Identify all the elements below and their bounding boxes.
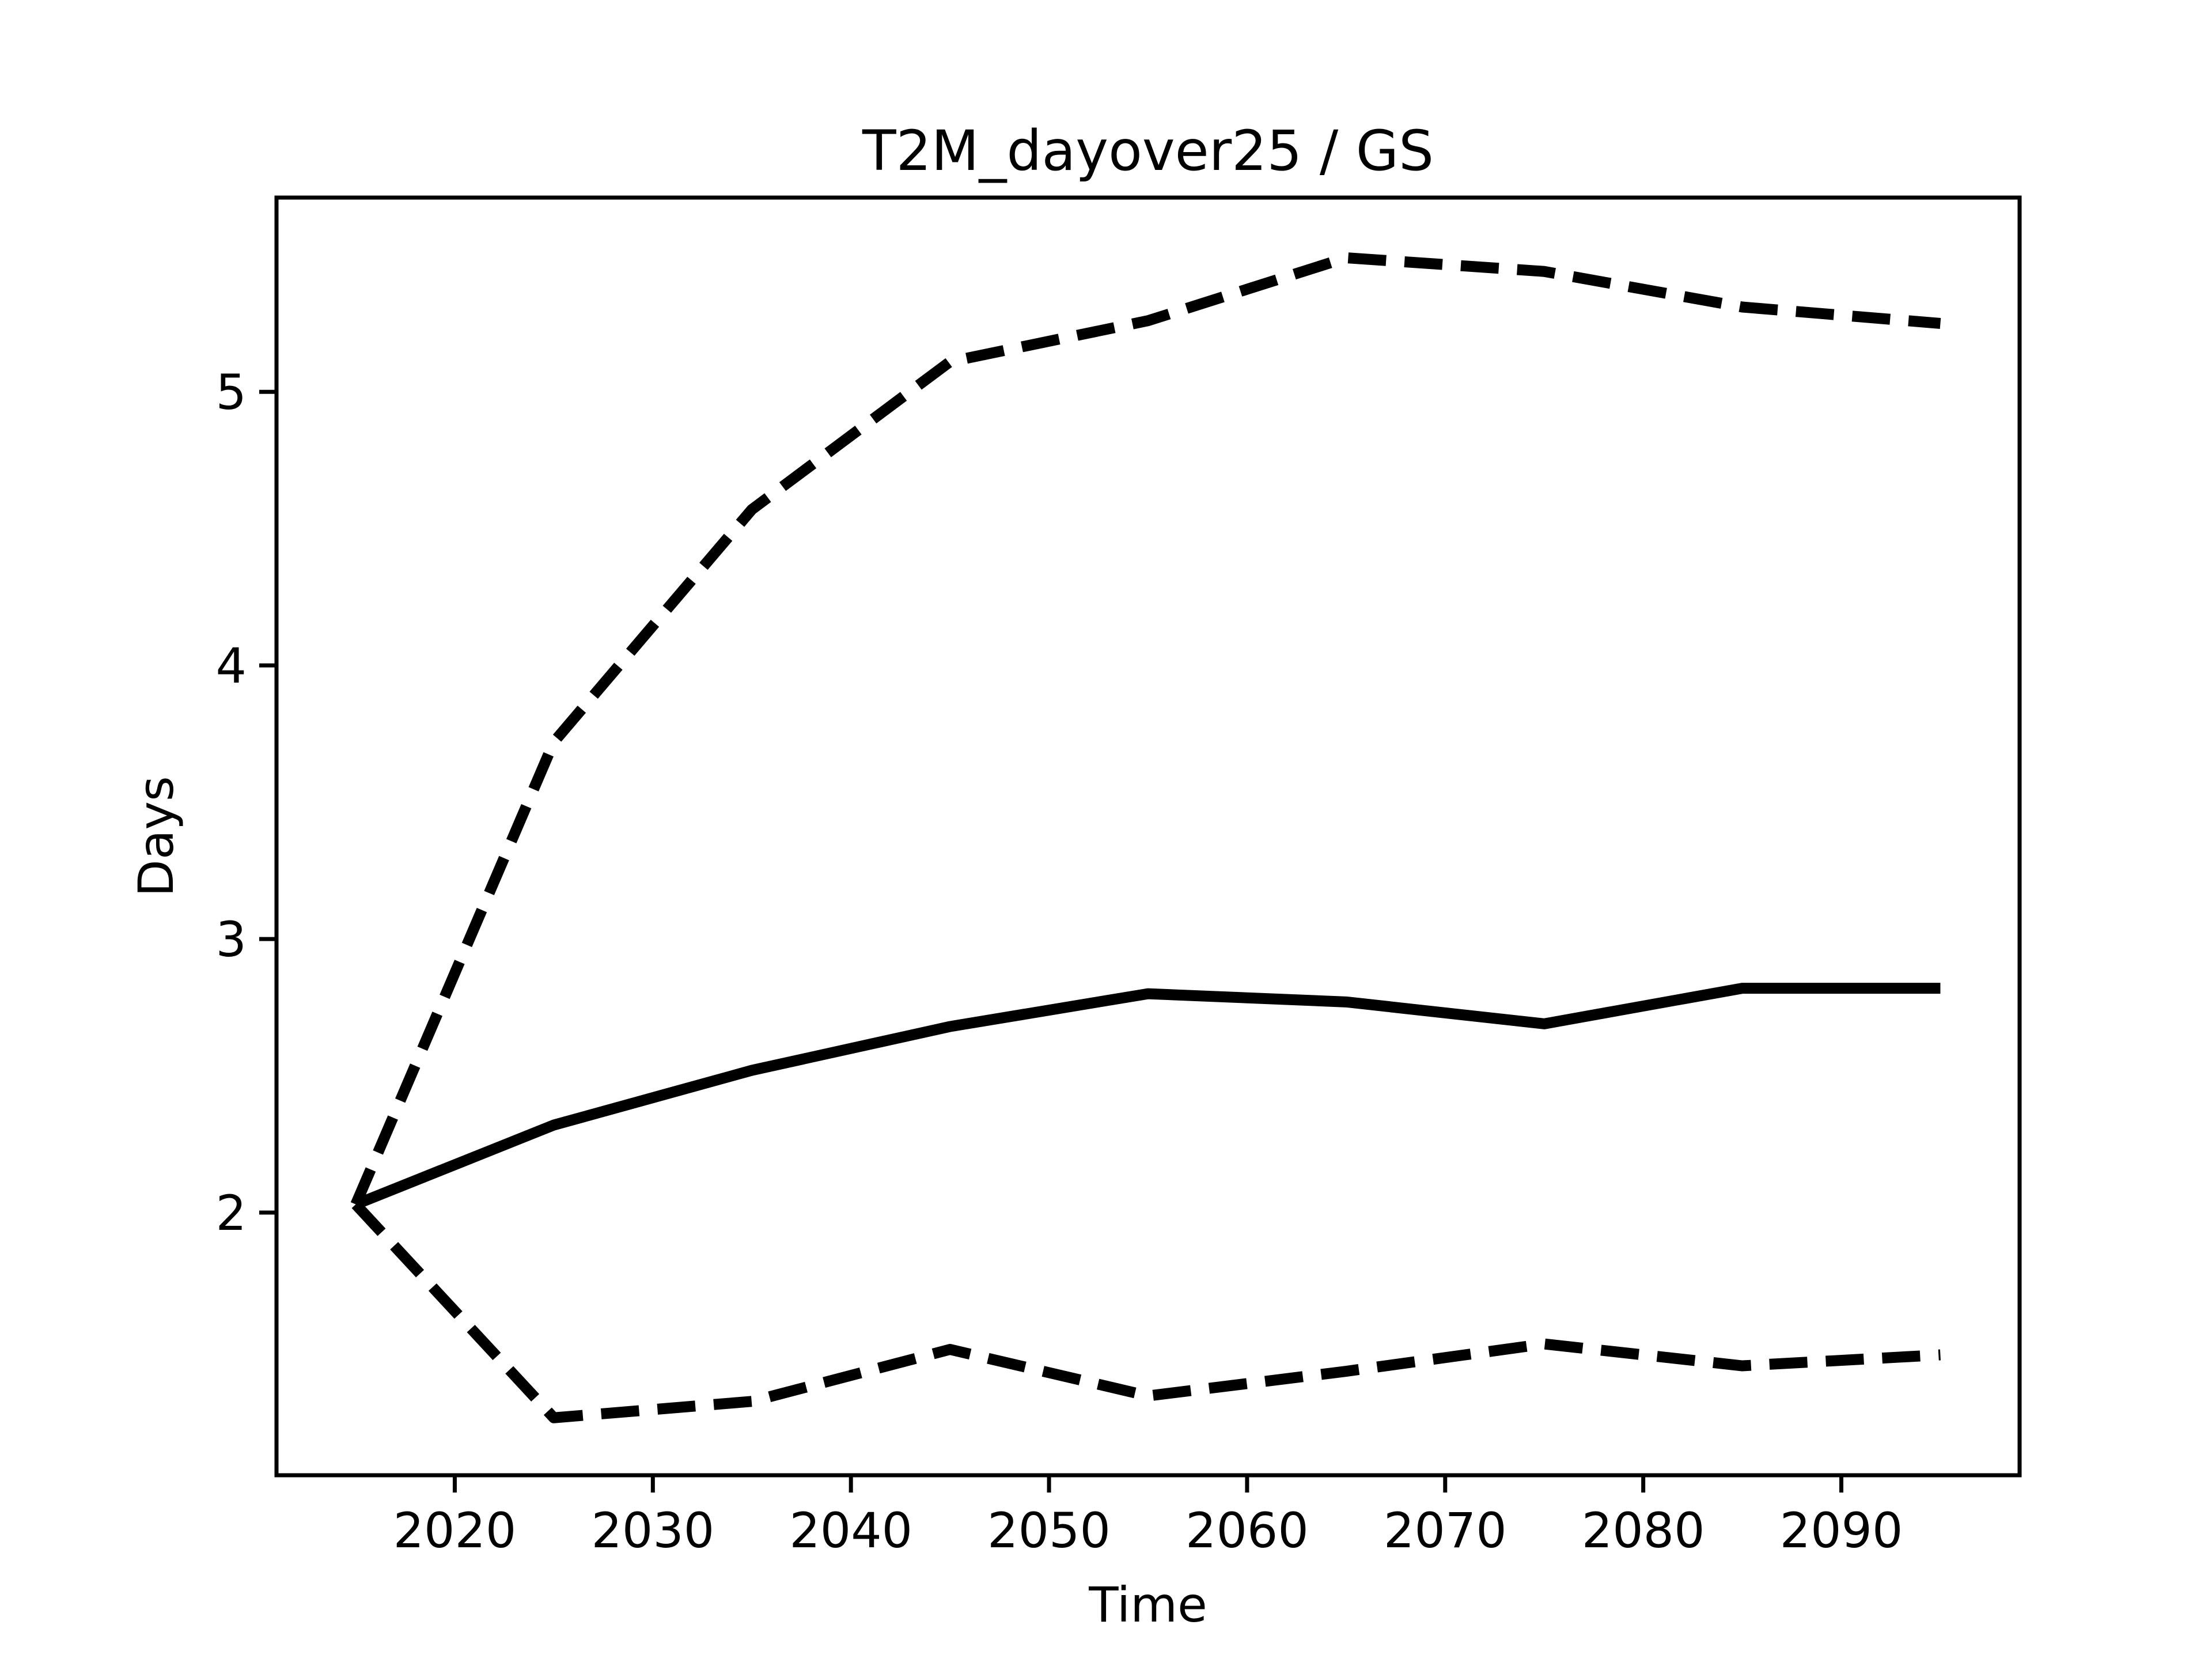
series-line-lower-bound [351,1200,1941,1423]
chart-title: T2M_dayover25 / GS [862,119,1434,183]
ticks-layer: 2020 2030 2040 2050 2060 2070 2080 2090 2 3 4 5 [216,364,1903,1559]
series-line-upper-bound [350,252,1941,1207]
x-tick-label: 2080 [1582,1502,1705,1559]
x-tick-label: 2090 [1780,1502,1903,1559]
y-tick-label: 3 [216,911,247,968]
y-tick-label: 2 [216,1185,247,1241]
x-tick-label: 2020 [393,1502,517,1559]
y-tick-label: 4 [216,638,247,694]
x-tick-label: 2060 [1185,1502,1309,1559]
y-tick-label: 5 [216,364,247,421]
x-axis-label: Time [1088,1577,1207,1633]
series-line-median [354,983,1941,1210]
x-tick-label: 2070 [1384,1502,1507,1559]
plot-border [274,195,2022,1478]
x-tick-label: 2030 [591,1502,714,1559]
x-tick-label: 2040 [789,1502,912,1559]
series-layer [350,252,1941,1423]
y-axis-label: Days [128,776,184,897]
x-tick-label: 2050 [987,1502,1111,1559]
